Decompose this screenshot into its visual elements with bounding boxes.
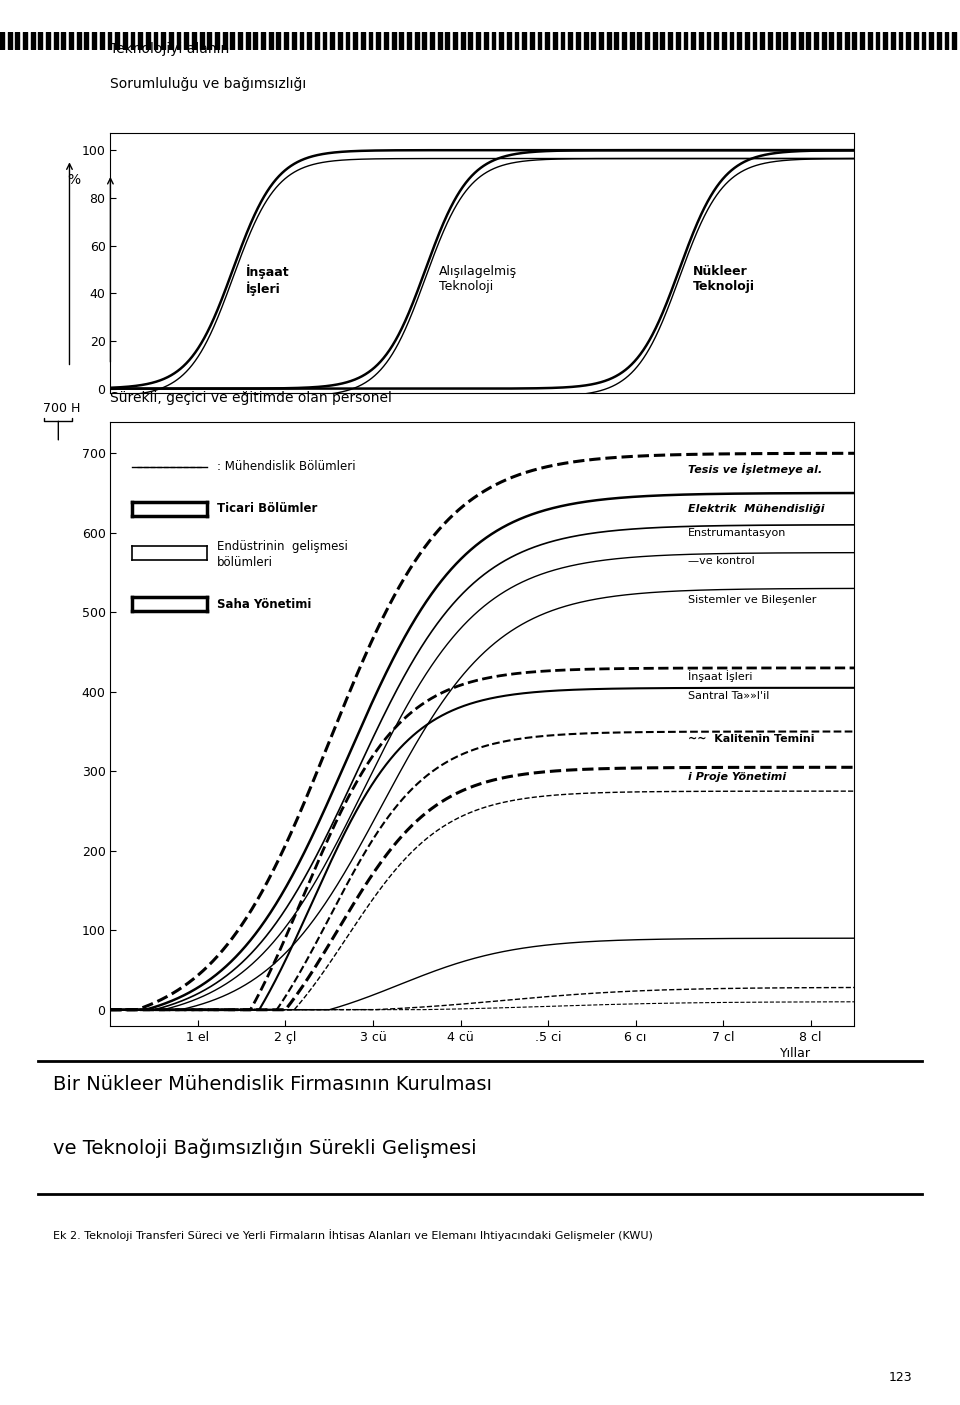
Text: Yıllar: Yıllar bbox=[780, 1047, 811, 1059]
Text: bölümleri: bölümleri bbox=[217, 556, 274, 569]
Text: Sorumluluğu ve bağımsızlığı: Sorumluluğu ve bağımsızlığı bbox=[110, 77, 306, 91]
Text: Sistemler ve Bileşenler: Sistemler ve Bileşenler bbox=[688, 596, 816, 606]
Text: İnşaat
İşleri: İnşaat İşleri bbox=[246, 264, 290, 296]
Text: Endüstrinin  gelişmesi: Endüstrinin gelişmesi bbox=[217, 540, 348, 552]
Text: Tesis ve İşletmeye al.: Tesis ve İşletmeye al. bbox=[688, 464, 823, 475]
Text: Sürekli, geçici ve eğitimde olan personel: Sürekli, geçici ve eğitimde olan persone… bbox=[110, 391, 393, 405]
Text: 700 H: 700 H bbox=[43, 402, 81, 416]
Text: 123: 123 bbox=[888, 1371, 912, 1384]
Text: Saha Yönetimi: Saha Yönetimi bbox=[217, 599, 312, 611]
Text: Santral Ta»»l'il: Santral Ta»»l'il bbox=[688, 691, 770, 701]
Text: Enstrumantasyon: Enstrumantasyon bbox=[688, 528, 786, 538]
Text: ~~  Kalitenin Temini: ~~ Kalitenin Temini bbox=[688, 735, 815, 745]
Text: Teknolojiyi alanın: Teknolojiyi alanın bbox=[110, 42, 229, 56]
Text: Alışılagelmiş
Teknoloji: Alışılagelmiş Teknoloji bbox=[439, 264, 516, 292]
Text: İnşaat İşleri: İnşaat İşleri bbox=[688, 670, 753, 681]
Text: Bir Nükleer Mühendislik Firmasının Kurulması: Bir Nükleer Mühendislik Firmasının Kurul… bbox=[53, 1075, 492, 1094]
Text: Ticari Bölümler: Ticari Bölümler bbox=[217, 503, 318, 516]
Text: Elektrik  Mühendisliği: Elektrik Mühendisliği bbox=[688, 504, 825, 514]
Text: i Proje Yönetimi: i Proje Yönetimi bbox=[688, 771, 786, 781]
Text: : Mühendislik Bölümleri: : Mühendislik Bölümleri bbox=[217, 461, 356, 473]
Text: ve Teknoloji Bağımsızlığın Sürekli Gelişmesi: ve Teknoloji Bağımsızlığın Sürekli Geliş… bbox=[53, 1138, 476, 1158]
Text: %: % bbox=[67, 173, 81, 187]
Text: Ek 2. Teknoloji Transferi Süreci ve Yerli Firmaların İhtisas Alanları ve Elemanı: Ek 2. Teknoloji Transferi Süreci ve Yerl… bbox=[53, 1229, 653, 1241]
Text: Nükleer
Teknoloji: Nükleer Teknoloji bbox=[692, 264, 755, 292]
Text: —ve kontrol: —ve kontrol bbox=[688, 555, 755, 566]
